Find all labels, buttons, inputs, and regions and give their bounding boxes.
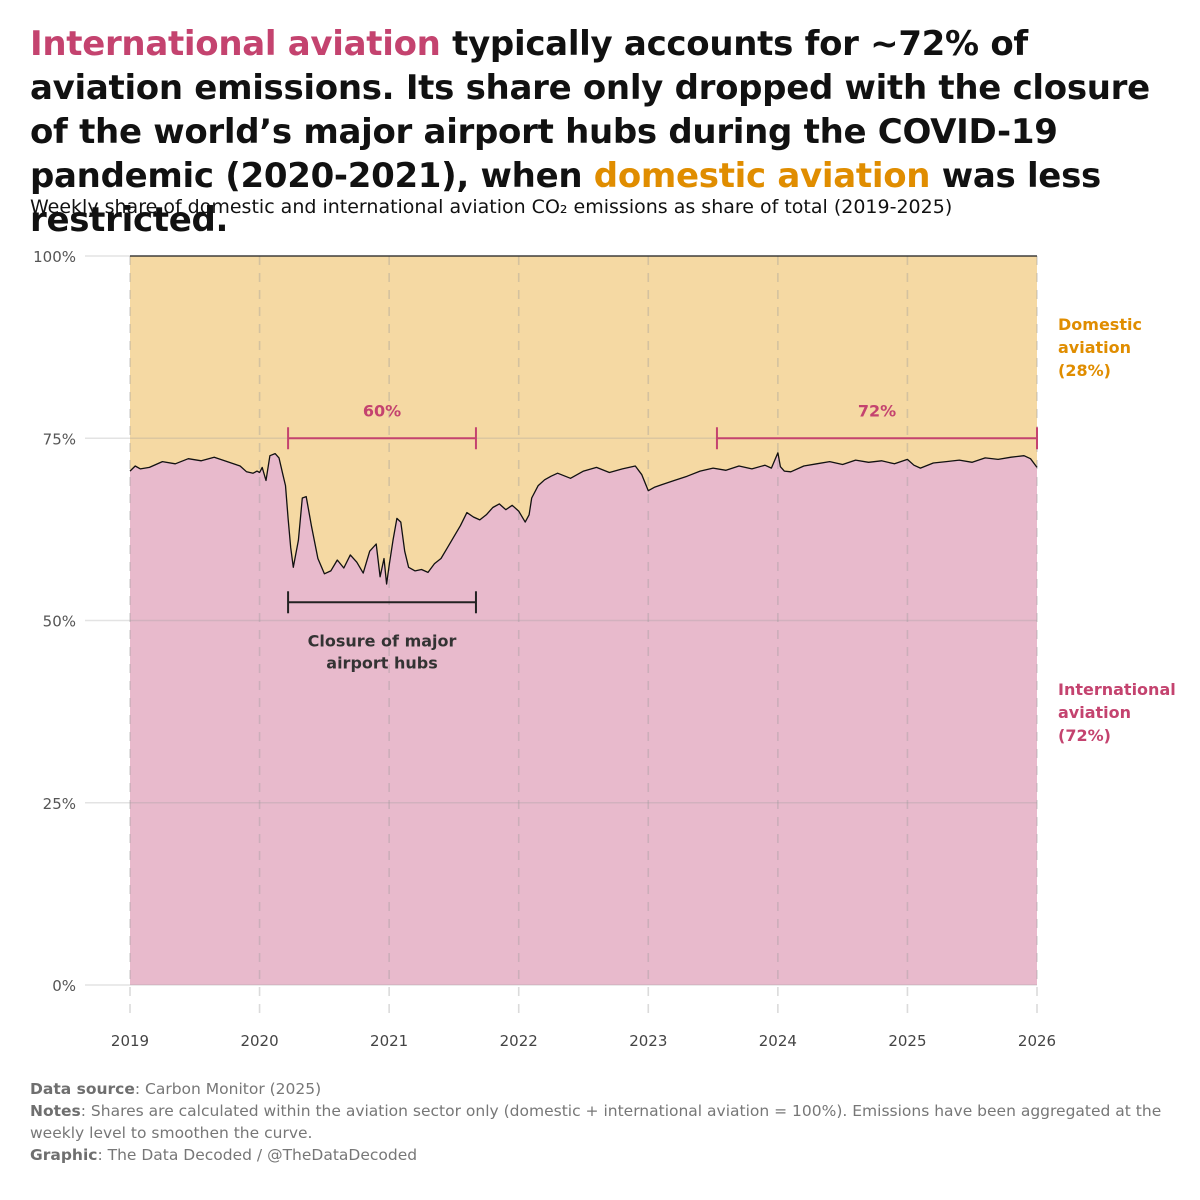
chart-headline: International aviation typically account… (30, 22, 1180, 242)
closure-annotation-label: Closure of major (308, 631, 457, 650)
headline-text-2: was less restricted. (30, 156, 1101, 240)
footer-source-text: : Carbon Monitor (2025) (134, 1080, 322, 1098)
x-tick-label: 2020 (240, 1032, 278, 1050)
headline-domestic: domestic aviation (593, 156, 931, 196)
y-tick-label: 50% (43, 613, 76, 631)
headline-text-1: typically accounts for ~72% of aviation … (30, 24, 1150, 196)
footer-graphic-label: Graphic (30, 1146, 98, 1164)
x-tick-label: 2022 (500, 1032, 538, 1050)
y-tick-label: 75% (43, 430, 76, 448)
bracket-value-label: 60% (363, 401, 401, 420)
footer-notes-label: Notes (30, 1102, 81, 1120)
bracket-value-label: 72% (858, 401, 896, 420)
x-tick-label: 2021 (370, 1032, 408, 1050)
emissions-area-chart: 0% 25% 50% 75% 100% 2019 2020 2021 2022 2023 2024 2… (33, 248, 1176, 1050)
domestic-series-label: Domestic (1058, 315, 1142, 334)
footer-source: Data source: Carbon Monitor (2025) (30, 1078, 1170, 1100)
footer-notes-text: : Shares are calculated within the aviat… (30, 1102, 1162, 1142)
y-tick-label: 100% (33, 248, 76, 266)
x-tick-label: 2019 (111, 1032, 149, 1050)
domestic-series-label: aviation (1058, 338, 1131, 357)
footer-notes: Notes: Shares are calculated within the … (30, 1100, 1170, 1144)
domestic-series-label: (28%) (1058, 361, 1111, 380)
international-area (130, 452, 1037, 985)
footer-graphic: Graphic: The Data Decoded / @TheDataDeco… (30, 1144, 1170, 1166)
footer-source-label: Data source (30, 1080, 135, 1098)
international-series-label: aviation (1058, 703, 1131, 722)
y-tick-label: 25% (43, 795, 76, 813)
x-tick-label: 2024 (759, 1032, 797, 1050)
closure-annotation-label: airport hubs (326, 653, 437, 672)
x-tick-label: 2026 (1018, 1032, 1056, 1050)
international-series-label: (72%) (1058, 726, 1111, 745)
international-share-line (129, 452, 1038, 585)
x-tick-label: 2023 (629, 1032, 667, 1050)
chart-footer: Data source: Carbon Monitor (2025) Notes… (30, 1078, 1170, 1166)
footer-graphic-text: : The Data Decoded / @TheDataDecoded (97, 1146, 418, 1164)
x-tick-label: 2025 (888, 1032, 926, 1050)
y-tick-label: 0% (52, 977, 76, 995)
international-series-label: International (1058, 680, 1176, 699)
chart-subtitle: Weekly share of domestic and internation… (30, 196, 953, 218)
headline-international: International aviation (30, 24, 441, 64)
